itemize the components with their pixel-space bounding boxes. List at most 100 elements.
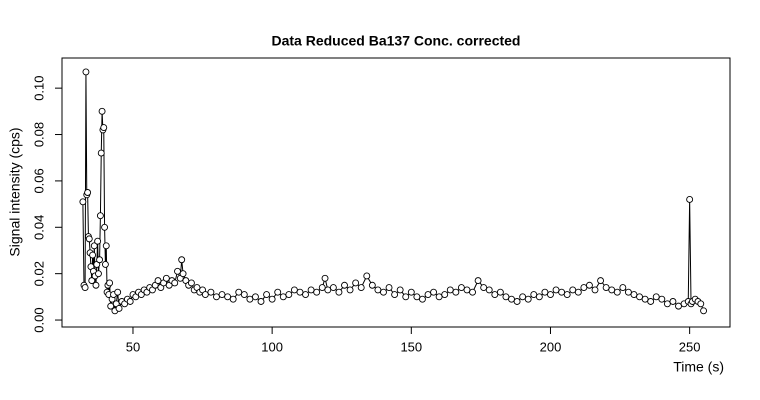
data-point [302, 291, 309, 298]
data-point [285, 291, 293, 298]
data-point [213, 293, 220, 301]
data-point [240, 291, 248, 298]
data-point [675, 302, 682, 310]
x-axis-label: Time (s) [673, 359, 724, 375]
data-point [385, 284, 393, 292]
data-point [502, 293, 510, 301]
data-point [92, 281, 100, 289]
plot-box [61, 57, 731, 328]
data-point [658, 295, 666, 303]
data-point [597, 277, 605, 285]
x-tick-label: 250 [679, 339, 701, 354]
data-point [474, 277, 482, 285]
data-point [313, 288, 321, 296]
data-point [94, 237, 102, 245]
data-point [508, 295, 515, 303]
data-point [663, 300, 671, 308]
data-point [95, 270, 102, 278]
data-point [413, 293, 421, 301]
x-tick-label: 200 [540, 339, 562, 354]
data-point [647, 298, 655, 305]
data-point [178, 256, 186, 264]
data-point [274, 288, 282, 296]
data-point [85, 235, 93, 243]
data-point [82, 68, 90, 76]
data-point [580, 284, 588, 292]
data-point [335, 288, 343, 296]
data-point [268, 295, 276, 303]
data-point [154, 277, 162, 285]
data-point [114, 288, 122, 296]
data-point [171, 279, 179, 287]
data-point [446, 286, 454, 294]
data-point [407, 288, 415, 296]
data-point [224, 293, 232, 301]
data-point [530, 291, 538, 298]
data-point [686, 196, 694, 203]
data-point [179, 270, 187, 278]
data-point [96, 212, 104, 220]
data-point [558, 288, 566, 296]
data-point [697, 300, 705, 308]
data-point [329, 284, 337, 292]
y-tick-label: 0.06 [31, 168, 46, 193]
data-point [321, 274, 329, 282]
data-point [652, 293, 660, 301]
data-point [469, 288, 476, 296]
data-point [174, 267, 181, 275]
data-point [84, 189, 92, 196]
data-point [669, 298, 677, 305]
data-point [535, 293, 543, 301]
data-point [296, 288, 304, 296]
data-point [624, 288, 632, 296]
data-point [569, 286, 577, 294]
data-point [102, 242, 110, 250]
data-point [368, 281, 376, 289]
data-point [207, 288, 215, 296]
data-point [547, 291, 554, 298]
data-point [374, 286, 382, 294]
data-point [619, 284, 627, 292]
data-point [101, 260, 109, 268]
data-point [107, 302, 115, 310]
data-point [97, 149, 105, 157]
data-point [318, 284, 326, 292]
y-tick-label: 0.00 [31, 307, 46, 332]
y-tick-label: 0.02 [31, 261, 46, 286]
data-point [98, 107, 106, 115]
data-point [324, 286, 332, 294]
data-point [88, 277, 96, 285]
data-point [430, 288, 438, 296]
data-point [435, 293, 443, 301]
data-point [485, 286, 493, 294]
data-point [126, 298, 134, 305]
data-point [541, 288, 549, 296]
data-point [89, 251, 97, 259]
data-point [101, 223, 109, 231]
data-point [441, 291, 449, 298]
data-point [90, 242, 98, 250]
data-point [96, 256, 104, 264]
data-point [418, 295, 426, 303]
y-tick-label: 0.08 [31, 122, 46, 147]
data-point [424, 291, 432, 298]
data-point [700, 307, 708, 315]
x-tick-label: 150 [400, 339, 422, 354]
y-tick-label: 0.10 [31, 75, 46, 100]
data-point [630, 291, 638, 298]
data-point [585, 281, 593, 289]
data-point [106, 279, 114, 287]
data-point [457, 284, 465, 292]
data-point [491, 291, 499, 298]
data-point [341, 281, 348, 289]
x-tick-label: 100 [261, 339, 283, 354]
data-point [519, 293, 527, 301]
data-point [608, 286, 616, 294]
data-point [263, 291, 271, 298]
data-point [513, 298, 521, 305]
chart-title: Data Reduced Ba137 Conc. corrected [272, 33, 521, 49]
data-point [115, 304, 123, 312]
data-point [201, 291, 209, 298]
data-point [552, 286, 560, 294]
